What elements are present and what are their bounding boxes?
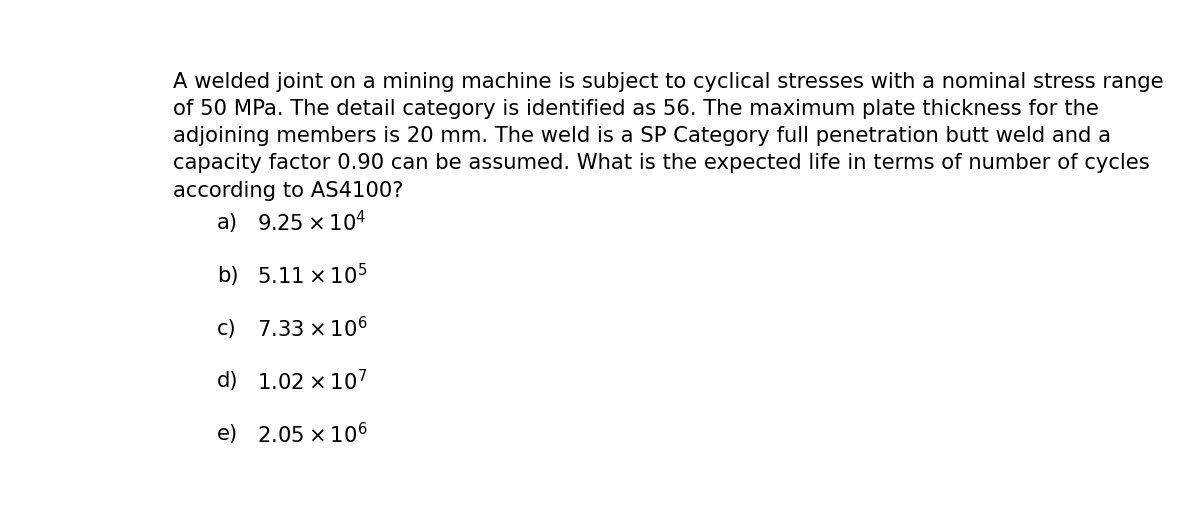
Text: d): d) (217, 372, 239, 391)
Text: $\mathregular{7.33 \times 10^{6}}$: $\mathregular{7.33 \times 10^{6}}$ (257, 316, 367, 341)
Text: $\mathregular{1.02 \times 10^{7}}$: $\mathregular{1.02 \times 10^{7}}$ (257, 369, 367, 394)
Text: $\mathregular{9.25 \times 10^{4}}$: $\mathregular{9.25 \times 10^{4}}$ (257, 210, 366, 235)
Text: $\mathregular{5.11 \times 10^{5}}$: $\mathregular{5.11 \times 10^{5}}$ (257, 263, 367, 288)
Text: A welded joint on a mining machine is subject to cyclical stresses with a nomina: A welded joint on a mining machine is su… (173, 72, 1164, 201)
Text: e): e) (217, 424, 239, 444)
Text: c): c) (217, 318, 236, 338)
Text: $\mathregular{2.05 \times 10^{6}}$: $\mathregular{2.05 \times 10^{6}}$ (257, 422, 367, 447)
Text: a): a) (217, 213, 238, 233)
Text: b): b) (217, 266, 239, 286)
